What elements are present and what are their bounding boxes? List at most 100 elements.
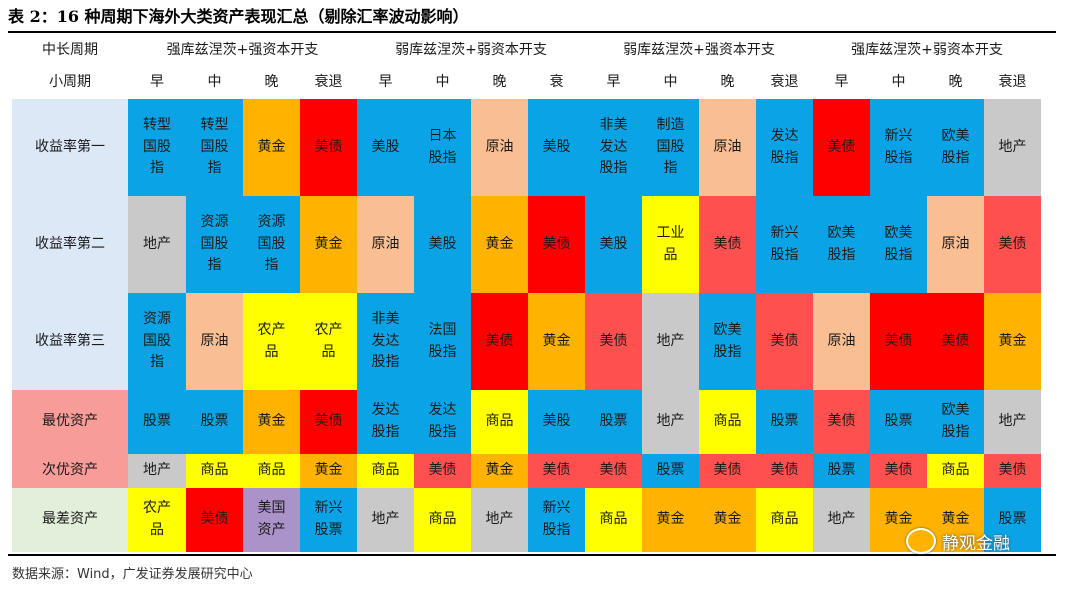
asset-cell: 股票 bbox=[642, 454, 699, 488]
asset-cell: 美国 资产 bbox=[243, 488, 300, 552]
phase-header: 中 bbox=[891, 74, 906, 91]
row-label: 最差资产 bbox=[12, 488, 128, 552]
asset-cell: 商品 bbox=[699, 390, 756, 454]
row-label: 收益率第二 bbox=[12, 196, 128, 293]
phase-header: 早 bbox=[834, 74, 849, 91]
header-row-cycles: 中长周期 强库兹涅茨+强资本开支 弱库兹涅茨+弱资本开支 弱库兹涅茨+强资本开支… bbox=[12, 34, 1041, 67]
asset-cell: 新兴 股指 bbox=[528, 488, 585, 552]
asset-cell: 股票 bbox=[585, 390, 642, 454]
phase-header: 晚 bbox=[720, 74, 735, 91]
asset-cell: 地产 bbox=[984, 99, 1041, 196]
asset-cell: 商品 bbox=[585, 488, 642, 552]
asset-cell: 新兴 股票 bbox=[300, 488, 357, 552]
asset-cell: 美债 bbox=[756, 293, 813, 390]
asset-cell: 黄金 bbox=[642, 488, 699, 552]
asset-cell: 美债 bbox=[984, 196, 1041, 293]
source-note: 数据来源：Wind，广发证券发展研究中心 bbox=[12, 567, 253, 582]
asset-cell: 地产 bbox=[642, 293, 699, 390]
asset-cell: 新兴 股指 bbox=[756, 196, 813, 293]
asset-cell: 美债 bbox=[186, 488, 243, 552]
asset-cell: 美债 bbox=[471, 293, 528, 390]
asset-cell: 美债 bbox=[300, 99, 357, 196]
phase-header: 晚 bbox=[492, 74, 507, 91]
asset-cell: 黄金 bbox=[243, 99, 300, 196]
asset-cell: 美债 bbox=[699, 454, 756, 488]
table-row: 次优资产 地产 商品 商品 黄金 商品 美债 黄金 美债 美债 股票 美债 美债 股票 美债 商品 美债 bbox=[12, 454, 1041, 488]
row-label: 次优资产 bbox=[12, 454, 128, 488]
asset-cell: 商品 bbox=[756, 488, 813, 552]
asset-cell: 发达 股指 bbox=[414, 390, 471, 454]
asset-cell: 美股 bbox=[585, 196, 642, 293]
asset-cell: 黄金 bbox=[243, 390, 300, 454]
phase-header: 早 bbox=[150, 74, 164, 91]
asset-cell: 发达 股指 bbox=[756, 99, 813, 196]
phase-header: 中 bbox=[207, 74, 222, 91]
asset-cell: 股票 bbox=[186, 390, 243, 454]
asset-cell: 地产 bbox=[128, 196, 186, 293]
asset-cell: 商品 bbox=[927, 454, 984, 488]
header-label-short-cycle: 小周期 bbox=[49, 74, 91, 91]
asset-cell: 黄金 bbox=[471, 454, 528, 488]
asset-cell: 美债 bbox=[756, 454, 813, 488]
header-label-long-cycle: 中长周期 bbox=[42, 41, 98, 58]
asset-cell: 美债 bbox=[927, 293, 984, 390]
group-header: 弱库兹涅茨+强资本开支 bbox=[623, 41, 775, 58]
asset-cell: 原油 bbox=[813, 293, 870, 390]
asset-cell: 股票 bbox=[870, 390, 927, 454]
asset-cell: 美债 bbox=[699, 196, 756, 293]
asset-cell: 制造 国股 指 bbox=[642, 99, 699, 196]
bottom-rule bbox=[8, 554, 1056, 556]
phase-header: 衰退 bbox=[770, 74, 799, 91]
asset-cell: 农产 品 bbox=[300, 293, 357, 390]
asset-cell: 黄金 bbox=[870, 488, 927, 552]
asset-cell: 欧美 股指 bbox=[870, 196, 927, 293]
table-title: 表 2：16 种周期下海外大类资产表现汇总（剔除汇率波动影响） bbox=[8, 7, 469, 26]
asset-cell: 地产 bbox=[642, 390, 699, 454]
asset-cell: 美债 bbox=[585, 454, 642, 488]
asset-cell: 美债 bbox=[870, 293, 927, 390]
asset-cell: 原油 bbox=[471, 99, 528, 196]
row-label: 收益率第三 bbox=[12, 293, 128, 390]
phase-header: 晚 bbox=[264, 74, 279, 91]
asset-cell: 地产 bbox=[471, 488, 528, 552]
asset-cell: 美债 bbox=[813, 390, 870, 454]
asset-cell: 原油 bbox=[699, 99, 756, 196]
phase-header: 中 bbox=[663, 74, 678, 91]
asset-cell: 美股 bbox=[414, 196, 471, 293]
asset-cell: 黄金 bbox=[528, 293, 585, 390]
table-row: 最差资产 农产 品美债 美国 资产 新兴 股票 地产 商品 地产 新兴 股指 商品 黄金 黄金 商品地… bbox=[12, 488, 1041, 552]
asset-cell: 商品 bbox=[471, 390, 528, 454]
asset-cell: 美债 bbox=[585, 293, 642, 390]
group-header: 强库兹涅茨+强资本开支 bbox=[166, 41, 319, 58]
watermark-text: 静观金融 bbox=[942, 533, 1010, 554]
asset-cell: 商品 bbox=[186, 454, 243, 488]
asset-cell: 原油 bbox=[186, 293, 243, 390]
asset-cell: 股票 bbox=[756, 390, 813, 454]
group-header: 强库兹涅茨+弱资本开支 bbox=[851, 41, 1003, 58]
asset-cell: 原油 bbox=[357, 196, 414, 293]
asset-cell: 美股 bbox=[357, 99, 414, 196]
table-row: 收益率第二 地产 资源 国股 指资源 国股 指黄金 原油 美股 黄金 美债 美股 工业 品美债新… bbox=[12, 196, 1041, 293]
asset-cell: 欧美 股指 bbox=[699, 293, 756, 390]
top-rule bbox=[8, 31, 1056, 33]
row-label: 最优资产 bbox=[12, 390, 128, 454]
row-label: 收益率第一 bbox=[12, 99, 128, 196]
phase-header: 衰 bbox=[549, 74, 564, 91]
asset-cell: 商品 bbox=[243, 454, 300, 488]
asset-cell: 美股 bbox=[528, 99, 585, 196]
phase-header: 衰退 bbox=[998, 74, 1027, 91]
asset-cell: 欧美 股指 bbox=[927, 390, 984, 454]
asset-cell: 资源 国股 指 bbox=[128, 293, 186, 390]
asset-cell: 法国 股指 bbox=[414, 293, 471, 390]
asset-cell: 美债 bbox=[300, 390, 357, 454]
asset-cell: 黄金 bbox=[300, 196, 357, 293]
asset-cell: 新兴 股指 bbox=[870, 99, 927, 196]
table-row: 最优资产 股票 股票 黄金 美债 发达 股指 发达 股指 商品 美股 股票 地产 商品 股票 美债 股票 欧美… bbox=[12, 390, 1041, 454]
asset-cell: 黄金 bbox=[300, 454, 357, 488]
phase-header: 衰退 bbox=[314, 74, 343, 91]
wechat-logo-icon bbox=[906, 528, 936, 554]
asset-cell: 原油 bbox=[927, 196, 984, 293]
asset-cell: 美股 bbox=[528, 390, 585, 454]
phase-header: 中 bbox=[435, 74, 450, 91]
phase-header: 早 bbox=[606, 74, 621, 91]
